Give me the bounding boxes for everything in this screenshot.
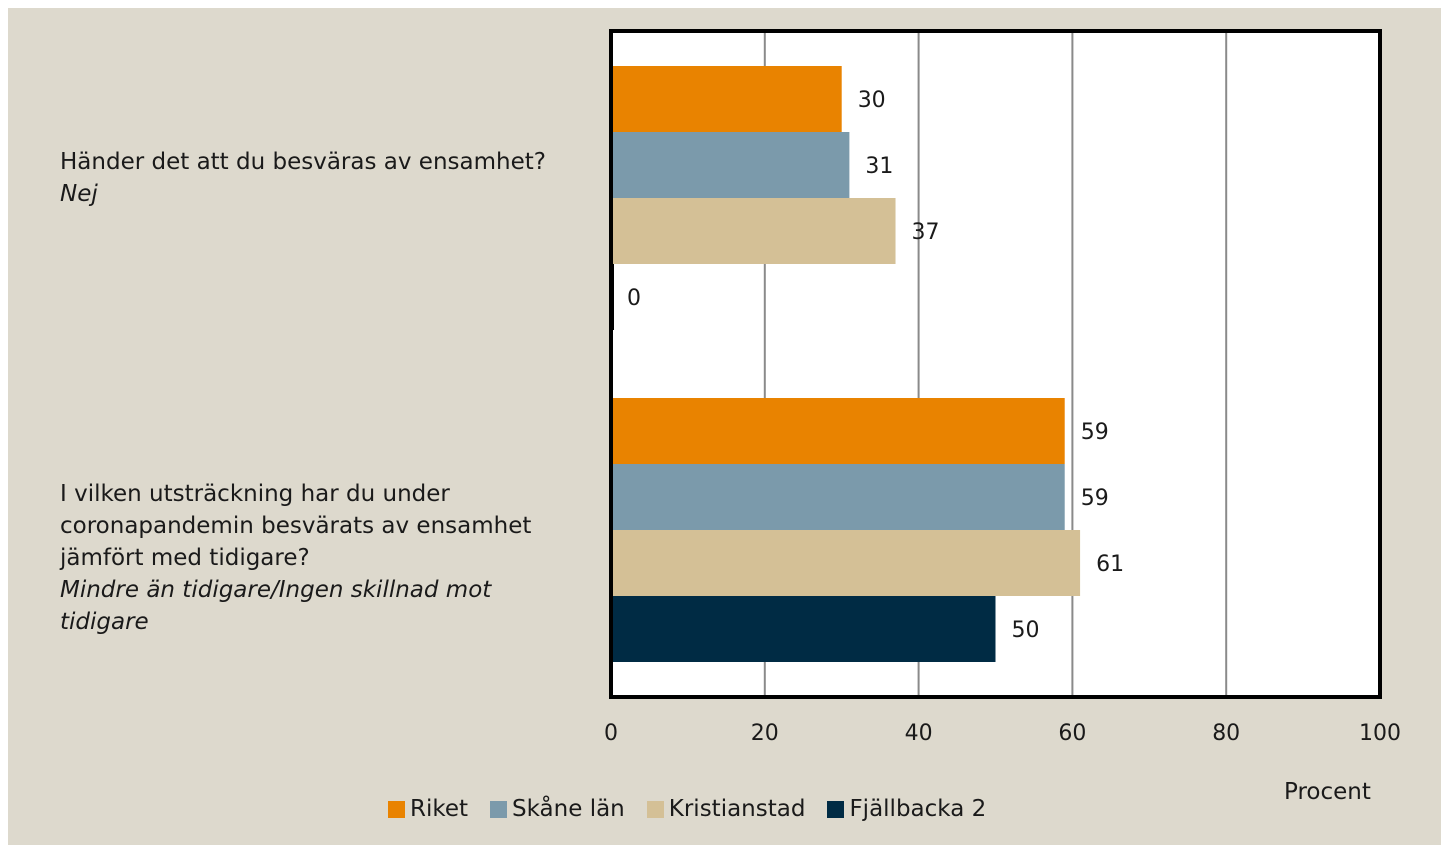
data-label-cat1-series2: 31 <box>865 154 893 179</box>
bar-cat1-series1 <box>611 66 842 132</box>
legend-swatch-fjallbacka-2 <box>827 800 845 818</box>
bar-cat2-series2 <box>611 464 1065 530</box>
legend-swatch-riket <box>388 800 405 818</box>
legend-label-riket: Riket <box>410 796 469 822</box>
legend-swatch-skane-lan <box>490 800 508 818</box>
data-label-cat2-series3: 61 <box>1096 552 1124 577</box>
bar-cat1-series3 <box>611 198 896 264</box>
x-tick-label-80: 80 <box>1212 721 1240 746</box>
category-label-1: Händer det att du besväras av ensamhet? … <box>60 146 560 210</box>
x-tick-label-100: 100 <box>1359 721 1401 746</box>
legend-swatch-kristianstad <box>646 800 664 818</box>
data-label-cat1-series3: 37 <box>912 220 940 245</box>
x-tick-label-60: 60 <box>1058 721 1086 746</box>
legend-label-skane-lan: Skåne län <box>512 796 625 822</box>
legend-label-kristianstad: Kristianstad <box>668 796 806 822</box>
category-label-2: I vilken utsträckning har du under coron… <box>60 478 560 638</box>
bars <box>611 66 1081 662</box>
bar-cat2-series4 <box>611 596 996 662</box>
x-tick-label-20: 20 <box>751 721 779 746</box>
category-1-question: Händer det att du besväras av ensamhet? <box>60 149 546 175</box>
data-labels: 30 59 31 59 37 61 0 50 <box>627 88 1124 643</box>
legend: Riket Skåne län Kristianstad Fjällbacka … <box>388 796 1008 822</box>
data-label-cat2-series1: 59 <box>1081 420 1109 445</box>
category-2-question: I vilken utsträckning har du under coron… <box>60 481 532 571</box>
bar-cat1-series2 <box>611 132 850 198</box>
x-axis-ticks: 0 20 40 60 80 100 <box>604 721 1401 746</box>
bar-cat2-series1 <box>611 398 1065 464</box>
data-label-cat1-series1: 30 <box>858 88 886 113</box>
legend-item-skane-lan: Skåne län <box>490 796 625 822</box>
data-label-cat1-series4: 0 <box>627 286 641 311</box>
data-label-cat2-series4: 50 <box>1012 618 1040 643</box>
bar-cat2-series3 <box>611 530 1081 596</box>
legend-item-fjallbacka-2: Fjällbacka 2 <box>827 796 986 822</box>
x-axis-label: Procent <box>1284 779 1371 805</box>
data-label-cat2-series2: 59 <box>1081 486 1109 511</box>
legend-label-fjallbacka-2: Fjällbacka 2 <box>849 796 987 822</box>
plot-border <box>609 29 1382 699</box>
legend-item-riket: Riket <box>388 796 468 822</box>
x-tick-label-40: 40 <box>905 721 933 746</box>
legend-item-kristianstad: Kristianstad <box>646 796 806 822</box>
category-2-answer: Mindre än tidigare/Ingen skillnad mot ti… <box>60 577 492 635</box>
category-1-answer: Nej <box>60 181 98 207</box>
x-tick-label-0: 0 <box>604 721 618 746</box>
